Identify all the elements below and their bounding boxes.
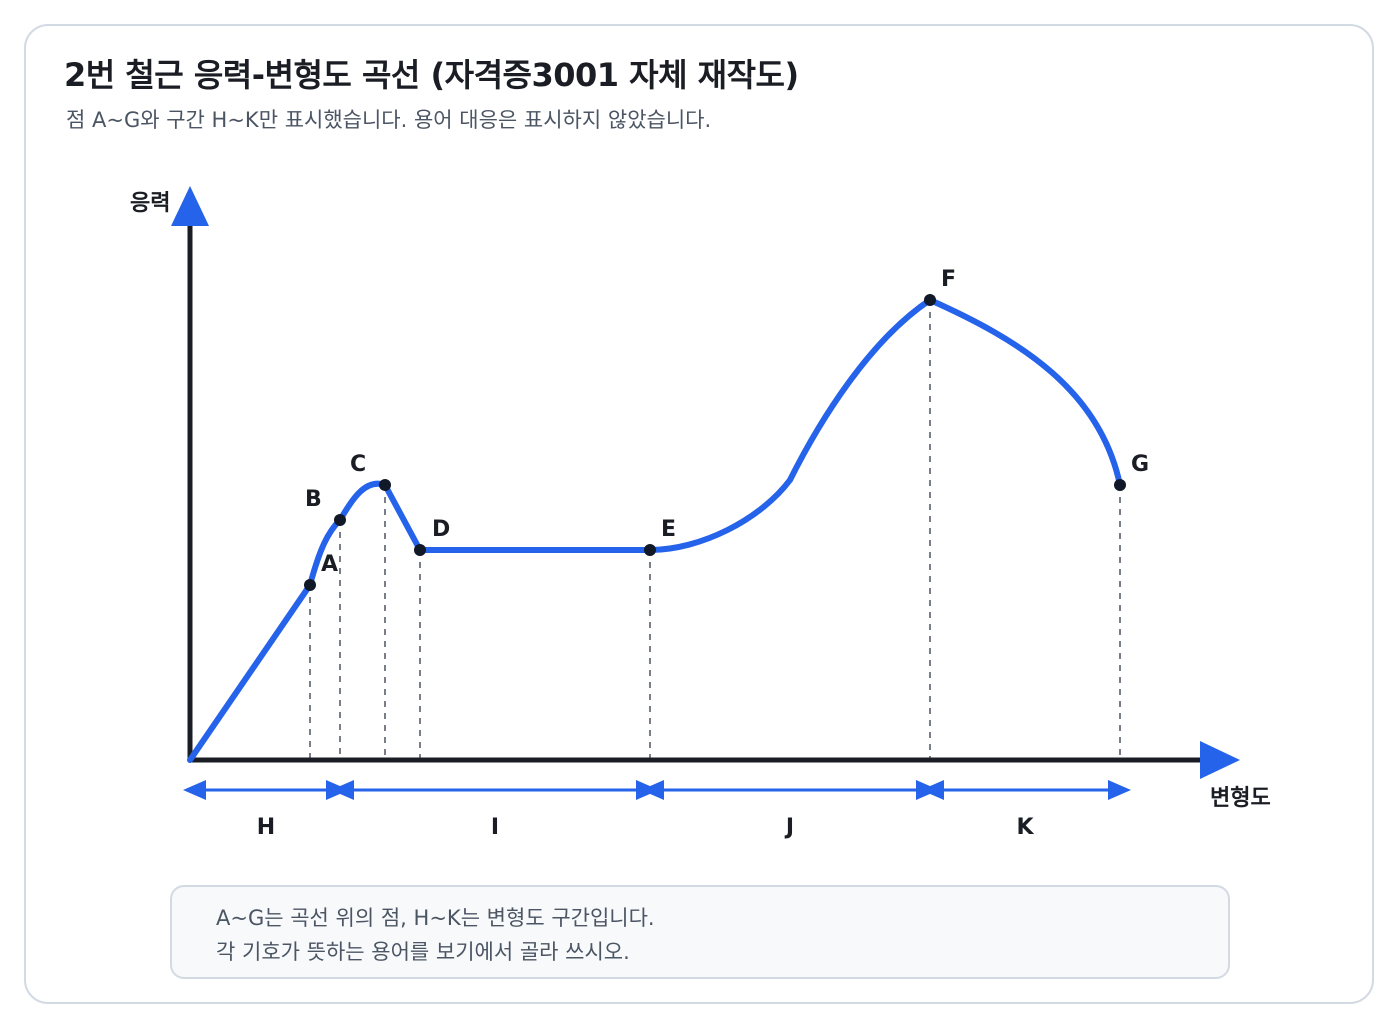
- interval-k-label: K: [1016, 815, 1034, 840]
- point-f-label: F: [941, 267, 956, 292]
- point-g-label: G: [1131, 452, 1149, 477]
- note-line-1: A~G는 곡선 위의 점, H~K는 변형도 구간입니다.: [216, 906, 655, 930]
- interval-arrows: [183, 780, 1131, 800]
- curve-points: [304, 294, 1126, 591]
- card: [24, 24, 1374, 1004]
- x-axis-arrowhead: [1200, 741, 1240, 779]
- interval-j-label: J: [784, 815, 794, 840]
- point-c-marker: [379, 479, 391, 491]
- point-a-marker: [304, 579, 316, 591]
- point-d-label: D: [432, 517, 450, 542]
- point-a-label: A: [321, 552, 338, 577]
- interval-h-label: H: [257, 815, 275, 840]
- guide-lines: [309, 300, 1121, 760]
- point-d-marker: [414, 544, 426, 556]
- x-axis-label: 변형도: [1210, 786, 1271, 811]
- point-e-label: E: [661, 517, 676, 542]
- point-b-marker: [334, 514, 346, 526]
- point-f-marker: [924, 294, 936, 306]
- interval-i-label: I: [491, 815, 499, 840]
- note-box: A~G는 곡선 위의 점, H~K는 변형도 구간입니다. 각 기호가 뜻하는 …: [170, 885, 1230, 979]
- point-b-label: B: [305, 487, 322, 512]
- y-axis-label: 응력: [130, 191, 170, 216]
- interval-h-arrow: [183, 780, 349, 800]
- stress-strain-curve: [187, 297, 1123, 763]
- y-axis-arrowhead: [171, 186, 209, 226]
- interval-k-arrow: [921, 780, 1131, 800]
- point-e-marker: [644, 544, 656, 556]
- point-c-label: C: [350, 452, 366, 477]
- interval-i-arrow: [331, 780, 659, 800]
- note-line-2: 각 기호가 뜻하는 용어를 보기에서 골라 쓰시오.: [216, 940, 630, 964]
- point-g-marker: [1114, 479, 1126, 491]
- interval-j-arrow: [641, 780, 939, 800]
- page-subtitle: 점 A~G와 구간 H~K만 표시했습니다. 용어 대응은 표시하지 않았습니다…: [66, 108, 712, 132]
- page-title: 2번 철근 응력-변형도 곡선 (자격증3001 자체 재작도): [64, 56, 799, 94]
